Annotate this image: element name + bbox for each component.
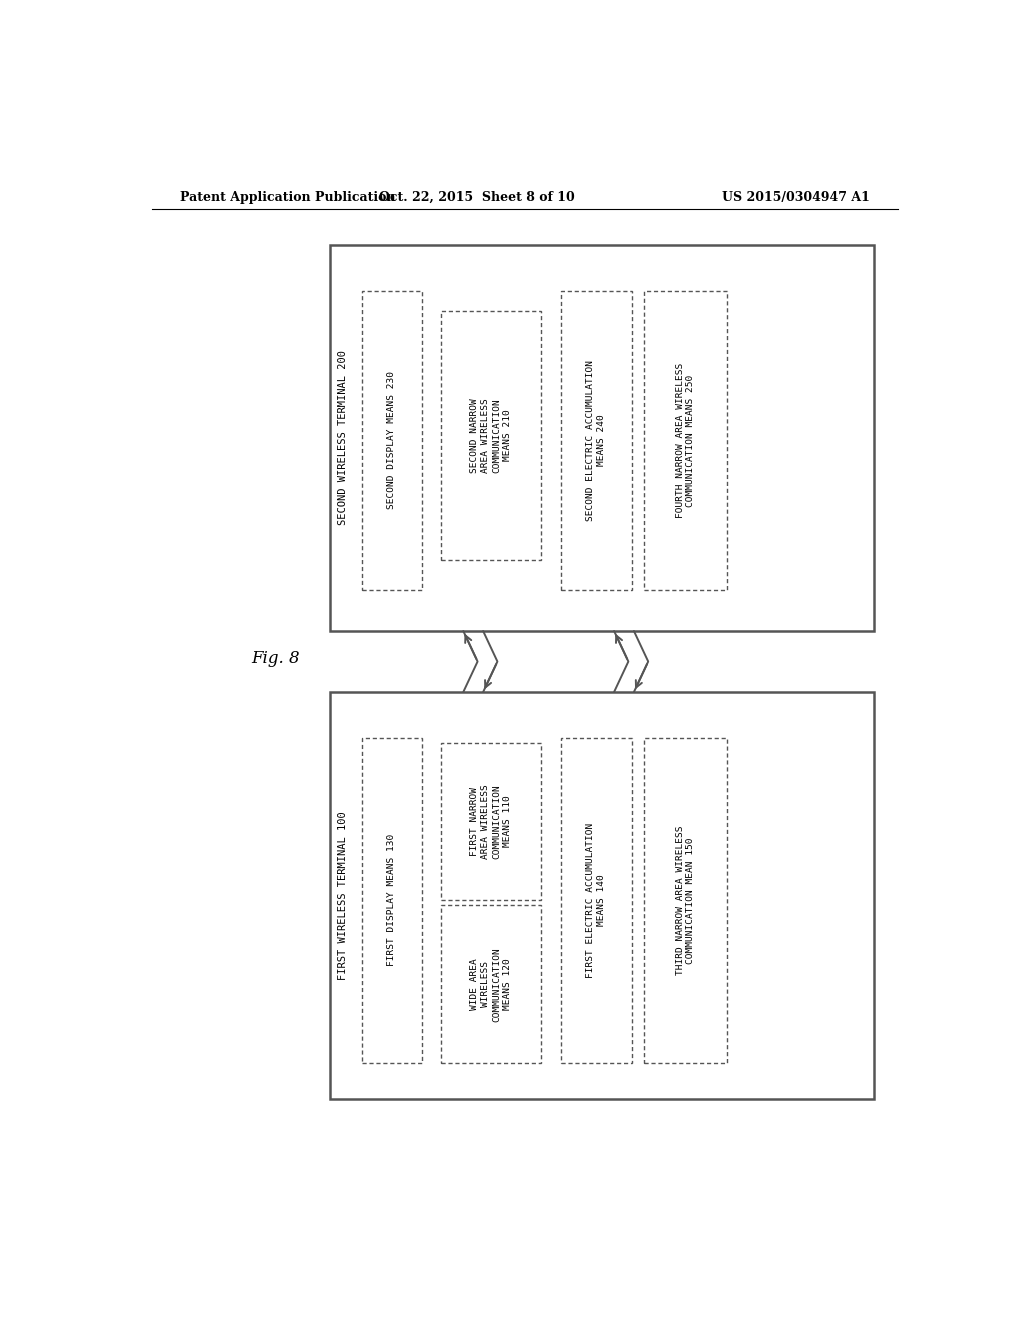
Bar <box>644 290 727 590</box>
Text: SECOND WIRELESS TERMINAL 200: SECOND WIRELESS TERMINAL 200 <box>338 350 348 525</box>
Bar <box>441 312 541 560</box>
Text: US 2015/0304947 A1: US 2015/0304947 A1 <box>722 190 870 203</box>
Text: Patent Application Publication: Patent Application Publication <box>179 190 395 203</box>
Bar <box>362 738 422 1063</box>
Bar <box>331 692 874 1098</box>
Bar <box>644 738 727 1063</box>
Bar <box>441 906 541 1063</box>
Text: FOURTH NARROW AREA WIRELESS
COMMUNICATION MEANS 250: FOURTH NARROW AREA WIRELESS COMMUNICATIO… <box>676 363 695 517</box>
Bar <box>560 290 632 590</box>
Text: SECOND ELECTRIC ACCUMULATION
MEANS 240: SECOND ELECTRIC ACCUMULATION MEANS 240 <box>587 360 606 521</box>
Text: WIDE AREA
WIRELESS
COMMUNICATION
MEANS 120: WIDE AREA WIRELESS COMMUNICATION MEANS 1… <box>470 946 512 1022</box>
Bar <box>560 738 632 1063</box>
Text: Oct. 22, 2015  Sheet 8 of 10: Oct. 22, 2015 Sheet 8 of 10 <box>379 190 575 203</box>
Text: Fig. 8: Fig. 8 <box>251 649 300 667</box>
Text: FIRST NARROW
AREA WIRELESS
COMMUNICATION
MEANS 110: FIRST NARROW AREA WIRELESS COMMUNICATION… <box>470 784 512 859</box>
Text: FIRST ELECTRIC ACCUMULATION
MEANS 140: FIRST ELECTRIC ACCUMULATION MEANS 140 <box>587 822 606 978</box>
Text: FIRST DISPLAY MEANS 130: FIRST DISPLAY MEANS 130 <box>387 834 396 966</box>
Text: SECOND NARROW
AREA WIRELESS
COMMUNICATION
MEANS 210: SECOND NARROW AREA WIRELESS COMMUNICATIO… <box>470 399 512 473</box>
Text: FIRST WIRELESS TERMINAL 100: FIRST WIRELESS TERMINAL 100 <box>338 810 348 979</box>
Bar <box>331 244 874 631</box>
Bar <box>441 743 541 900</box>
Text: SECOND DISPLAY MEANS 230: SECOND DISPLAY MEANS 230 <box>387 371 396 510</box>
Bar <box>362 290 422 590</box>
Text: THIRD NARROW AREA WIRELESS
COMMUNICATION MEAN 150: THIRD NARROW AREA WIRELESS COMMUNICATION… <box>676 825 695 975</box>
